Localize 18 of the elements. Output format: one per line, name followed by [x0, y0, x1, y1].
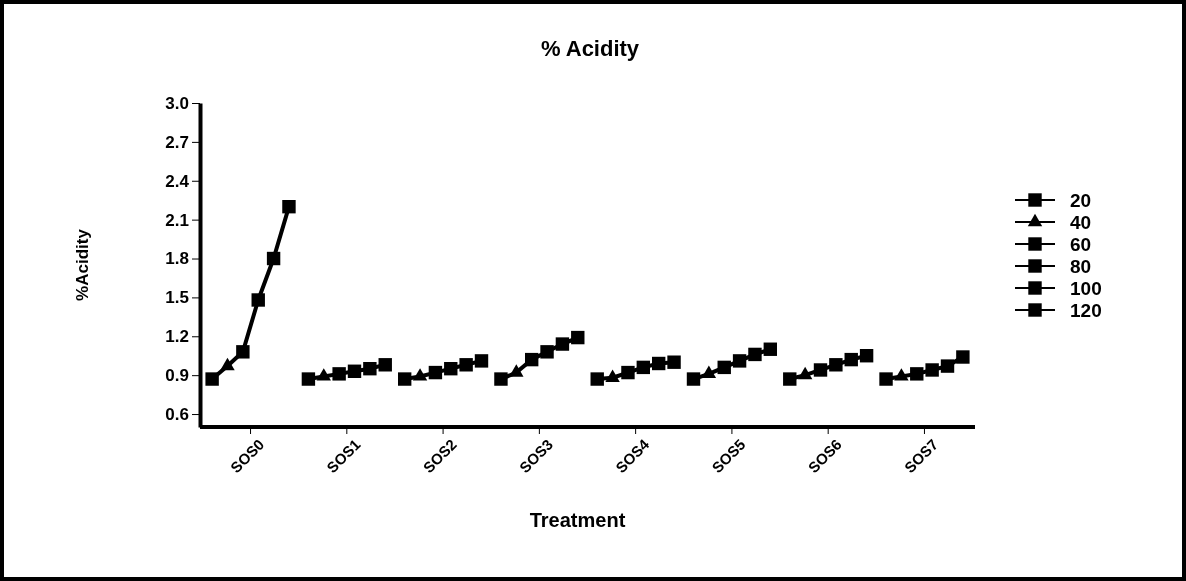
y-tick-label: 0.9	[165, 366, 189, 386]
y-tick-label: 2.7	[165, 132, 189, 152]
legend-label: 20	[1070, 190, 1092, 211]
y-tick-label: 2.4	[165, 171, 190, 191]
legend-label: 80	[1070, 256, 1092, 277]
y-tick-label: 3.0	[165, 93, 189, 113]
x-axis-title: Treatment	[529, 509, 626, 531]
y-tick-label: 1.8	[165, 249, 189, 269]
y-tick-label: 2.1	[165, 210, 189, 230]
legend-label: 120	[1070, 300, 1102, 321]
legend-label: 60	[1070, 234, 1092, 255]
y-tick-label: 1.2	[165, 327, 189, 347]
y-tick-label: 1.5	[165, 288, 189, 308]
y-axis-title: %Acidity	[73, 228, 92, 301]
chart-title: % Acidity	[540, 36, 640, 61]
legend-label: 40	[1070, 212, 1092, 233]
y-tick-label: 0.6	[165, 404, 189, 424]
legend-label: 100	[1070, 278, 1102, 299]
